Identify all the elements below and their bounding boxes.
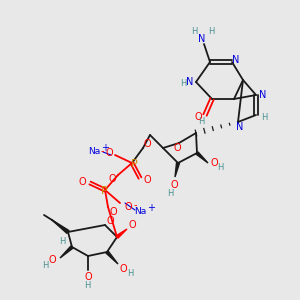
Text: H: H — [217, 164, 223, 172]
Text: O: O — [119, 264, 127, 274]
Text: O: O — [143, 175, 151, 185]
Text: N: N — [259, 90, 267, 100]
Text: H: H — [59, 236, 65, 245]
Polygon shape — [175, 163, 179, 177]
Text: O: O — [108, 174, 116, 184]
Text: H: H — [198, 116, 204, 125]
Polygon shape — [106, 251, 118, 264]
Text: P: P — [130, 159, 137, 169]
Text: H: H — [127, 269, 133, 278]
Text: H: H — [191, 28, 197, 37]
Text: H: H — [167, 188, 173, 197]
Polygon shape — [52, 220, 69, 233]
Text: O: O — [78, 177, 86, 187]
Text: O: O — [106, 216, 114, 226]
Text: H: H — [180, 79, 186, 88]
Text: O: O — [173, 143, 181, 153]
Text: O: O — [210, 158, 218, 168]
Polygon shape — [116, 229, 127, 238]
Text: N: N — [236, 122, 244, 132]
Text: O: O — [170, 180, 178, 190]
Text: O: O — [84, 272, 92, 282]
Polygon shape — [60, 246, 73, 258]
Text: O: O — [109, 207, 117, 217]
Text: +: + — [147, 203, 155, 213]
Polygon shape — [196, 152, 208, 163]
Text: N: N — [232, 55, 240, 65]
Text: P: P — [100, 186, 107, 196]
Text: H: H — [261, 113, 267, 122]
Text: +: + — [101, 143, 109, 153]
Text: O: O — [105, 148, 113, 158]
Text: O: O — [143, 139, 151, 149]
Text: O: O — [124, 202, 132, 212]
Text: H: H — [42, 260, 48, 269]
Text: -: - — [100, 146, 104, 156]
Text: H: H — [84, 280, 90, 290]
Text: O: O — [128, 220, 136, 230]
Text: O: O — [48, 255, 56, 265]
Text: H: H — [208, 28, 214, 37]
Text: O: O — [194, 112, 202, 122]
Text: Na: Na — [88, 148, 100, 157]
Text: N: N — [186, 77, 194, 87]
Text: N: N — [198, 34, 206, 44]
Text: -: - — [133, 200, 137, 210]
Text: Na: Na — [134, 208, 146, 217]
